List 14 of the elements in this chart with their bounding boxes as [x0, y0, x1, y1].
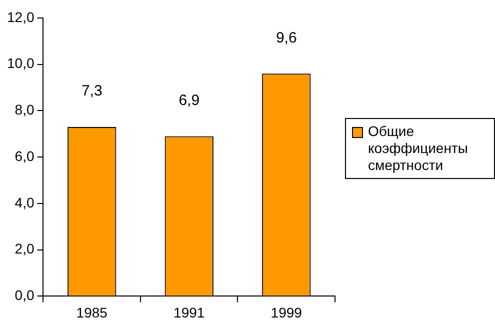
y-tick-label: 8,0 — [14, 102, 34, 118]
y-tick-label: 4,0 — [14, 194, 34, 210]
legend-label: Общие коэффициенты смертности — [368, 123, 469, 174]
y-tick-label: 6,0 — [14, 148, 34, 164]
data-label: 6,9 — [178, 92, 200, 109]
x-tick-label: 1991 — [174, 304, 205, 320]
data-label: 9,6 — [276, 29, 297, 46]
y-tick-label: 12,0 — [7, 8, 34, 25]
x-tick-label: 1985 — [76, 304, 108, 320]
y-tick-label: 2,0 — [14, 240, 34, 257]
x-tick-label: 1999 — [270, 304, 302, 320]
data-label: 7,3 — [81, 82, 102, 100]
y-tick-label: 0,0 — [14, 287, 34, 304]
y-tick-label: 10,0 — [7, 55, 34, 72]
